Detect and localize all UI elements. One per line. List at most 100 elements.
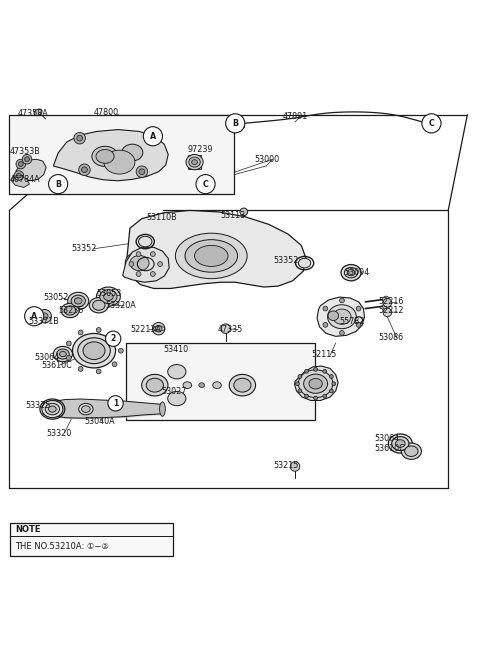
Circle shape: [356, 306, 361, 311]
Circle shape: [136, 166, 148, 178]
Circle shape: [108, 396, 123, 411]
Text: 47800: 47800: [94, 108, 119, 117]
Ellipse shape: [168, 392, 186, 406]
Circle shape: [16, 173, 21, 178]
Circle shape: [151, 271, 156, 277]
Circle shape: [41, 313, 48, 320]
Text: 53320: 53320: [46, 428, 72, 438]
Text: 53000: 53000: [254, 155, 279, 164]
Text: 53236: 53236: [58, 305, 84, 315]
Ellipse shape: [79, 404, 93, 415]
Bar: [10, 523, 173, 556]
Ellipse shape: [64, 306, 76, 315]
Ellipse shape: [130, 255, 149, 271]
Circle shape: [66, 341, 71, 346]
Ellipse shape: [146, 378, 163, 392]
Text: 53094: 53094: [344, 268, 370, 277]
Bar: [126, 343, 315, 420]
Text: 1: 1: [113, 399, 118, 408]
Circle shape: [16, 159, 25, 169]
Circle shape: [332, 382, 336, 386]
Circle shape: [112, 362, 117, 366]
Ellipse shape: [42, 400, 63, 418]
Circle shape: [314, 396, 318, 400]
Text: 55732: 55732: [339, 317, 365, 327]
Circle shape: [323, 323, 328, 327]
Text: 53052: 53052: [44, 293, 69, 302]
Circle shape: [305, 394, 309, 398]
Text: 52115: 52115: [312, 350, 337, 360]
Ellipse shape: [48, 406, 56, 412]
Circle shape: [151, 252, 156, 257]
Circle shape: [14, 171, 24, 180]
Ellipse shape: [53, 346, 72, 362]
Text: 52213A: 52213A: [130, 325, 161, 334]
Text: B: B: [232, 119, 238, 128]
Circle shape: [139, 169, 145, 174]
Circle shape: [298, 374, 302, 378]
Ellipse shape: [83, 342, 105, 360]
Ellipse shape: [401, 443, 421, 460]
Ellipse shape: [104, 293, 113, 301]
Ellipse shape: [92, 146, 118, 166]
Text: 53053: 53053: [96, 289, 121, 298]
Text: 47891: 47891: [283, 112, 308, 120]
Text: 53215: 53215: [274, 461, 299, 470]
Ellipse shape: [333, 309, 351, 325]
Ellipse shape: [189, 157, 200, 167]
Ellipse shape: [192, 160, 197, 164]
Ellipse shape: [60, 351, 66, 356]
Ellipse shape: [299, 370, 333, 398]
Circle shape: [156, 325, 162, 332]
Ellipse shape: [122, 144, 143, 161]
Text: 97239: 97239: [187, 145, 213, 154]
Ellipse shape: [185, 239, 238, 272]
Circle shape: [305, 369, 309, 373]
Circle shape: [339, 298, 344, 303]
Ellipse shape: [57, 349, 69, 359]
Text: 47353B: 47353B: [9, 147, 40, 156]
Circle shape: [296, 382, 300, 386]
Circle shape: [383, 296, 389, 303]
Circle shape: [226, 114, 245, 133]
Circle shape: [383, 308, 392, 317]
Ellipse shape: [71, 295, 85, 307]
Ellipse shape: [327, 305, 356, 329]
Ellipse shape: [304, 374, 327, 393]
Circle shape: [146, 134, 157, 145]
Circle shape: [144, 127, 162, 146]
Ellipse shape: [100, 290, 117, 303]
Text: B: B: [55, 180, 61, 189]
Circle shape: [323, 394, 326, 398]
Circle shape: [136, 271, 141, 277]
Circle shape: [79, 164, 90, 176]
Bar: [423, 120, 432, 127]
Polygon shape: [16, 159, 46, 181]
Circle shape: [24, 157, 29, 162]
Polygon shape: [126, 210, 306, 289]
Ellipse shape: [74, 298, 82, 304]
Circle shape: [323, 369, 326, 373]
Ellipse shape: [139, 236, 152, 247]
Circle shape: [356, 323, 361, 327]
Ellipse shape: [96, 150, 114, 164]
Text: A: A: [150, 132, 156, 141]
Circle shape: [96, 369, 101, 374]
Ellipse shape: [328, 311, 338, 321]
Circle shape: [18, 162, 23, 166]
Text: 47335: 47335: [217, 325, 243, 334]
Polygon shape: [317, 297, 364, 336]
Text: 53027: 53027: [161, 387, 186, 396]
Circle shape: [383, 303, 389, 309]
Ellipse shape: [78, 338, 110, 364]
Text: C: C: [429, 119, 434, 128]
Ellipse shape: [104, 150, 135, 174]
Ellipse shape: [72, 333, 116, 368]
Circle shape: [24, 307, 44, 326]
Circle shape: [422, 114, 441, 133]
Ellipse shape: [229, 374, 255, 396]
Ellipse shape: [309, 378, 323, 389]
Ellipse shape: [175, 233, 247, 279]
Text: 53325: 53325: [25, 401, 51, 410]
Ellipse shape: [168, 364, 186, 379]
